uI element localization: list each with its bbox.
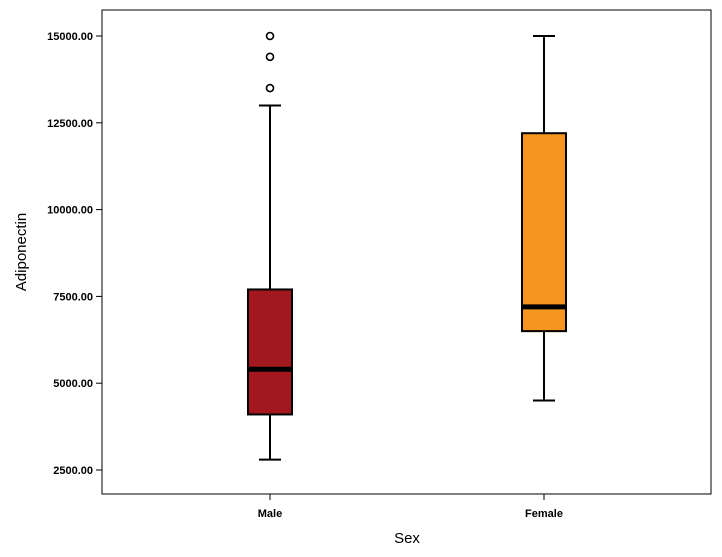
y-tick-label: 15000.00: [47, 31, 93, 43]
iqr-box: [247, 288, 293, 416]
y-axis-title: Adiponectin: [13, 213, 30, 291]
box-female: [521, 35, 567, 402]
iqr-box: [521, 132, 567, 333]
plot-area: [101, 9, 712, 495]
x-axis-title: Sex: [394, 530, 420, 547]
x-tick-label: Female: [525, 508, 563, 520]
outlier-point: [265, 31, 275, 41]
outlier-point: [265, 83, 275, 93]
y-tick-label: 5000.00: [53, 378, 93, 390]
x-axis-ticks: Male Female: [258, 494, 563, 520]
y-tick-label: 2500.00: [53, 465, 93, 477]
y-axis-ticks: 2500.00 5000.00 7500.00 10000.00 12500.00 150…: [47, 31, 102, 477]
box-series: [247, 31, 567, 461]
x-tick-label: Male: [258, 508, 282, 520]
box-male: [247, 31, 293, 461]
y-tick-label: 7500.00: [53, 291, 93, 303]
y-tick-label: 10000.00: [47, 205, 93, 217]
y-tick-label: 12500.00: [47, 118, 93, 130]
outlier-point: [265, 52, 275, 62]
